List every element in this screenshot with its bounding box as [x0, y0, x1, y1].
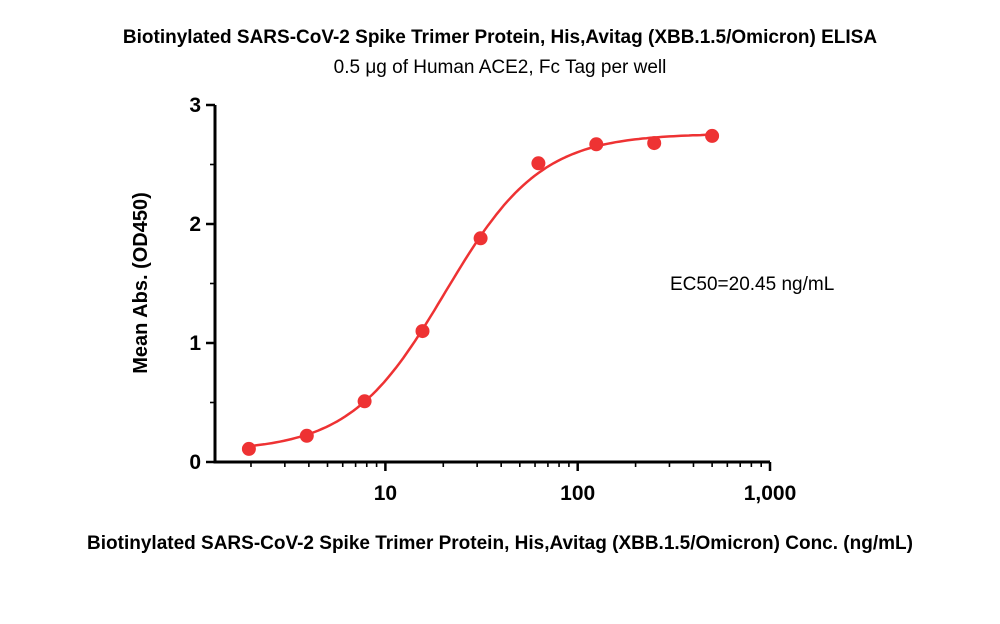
- data-point: [473, 231, 488, 246]
- chart-subtitle: 0.5 μg of Human ACE2, Fc Tag per well: [334, 57, 667, 78]
- x-tick-label: 1,000: [744, 482, 797, 505]
- plot-area: 10 100 1,000 0 1 2 3: [189, 94, 796, 505]
- y-axis-label: Mean Abs. (OD450): [130, 192, 152, 374]
- data-point: [705, 128, 720, 143]
- chart-title: Biotinylated SARS-CoV-2 Spike Trimer Pro…: [123, 27, 877, 48]
- data-point: [299, 428, 314, 443]
- data-point: [357, 394, 372, 409]
- data-point: [241, 441, 256, 456]
- x-tick-label: 100: [560, 482, 595, 505]
- data-point: [531, 156, 546, 171]
- y-tick-label: 2: [189, 213, 201, 236]
- data-point: [589, 137, 604, 152]
- data-point: [647, 136, 662, 151]
- x-axis-label: Biotinylated SARS-CoV-2 Spike Trimer Pro…: [87, 533, 913, 554]
- ec50-annotation: EC50=20.45 ng/mL: [670, 274, 834, 295]
- fit-curve: [248, 133, 713, 448]
- y-tick-label: 1: [189, 332, 201, 355]
- y-tick-label: 3: [189, 94, 201, 117]
- data-point: [415, 324, 430, 339]
- x-tick-label: 10: [374, 482, 397, 505]
- y-tick-label: 0: [189, 451, 201, 474]
